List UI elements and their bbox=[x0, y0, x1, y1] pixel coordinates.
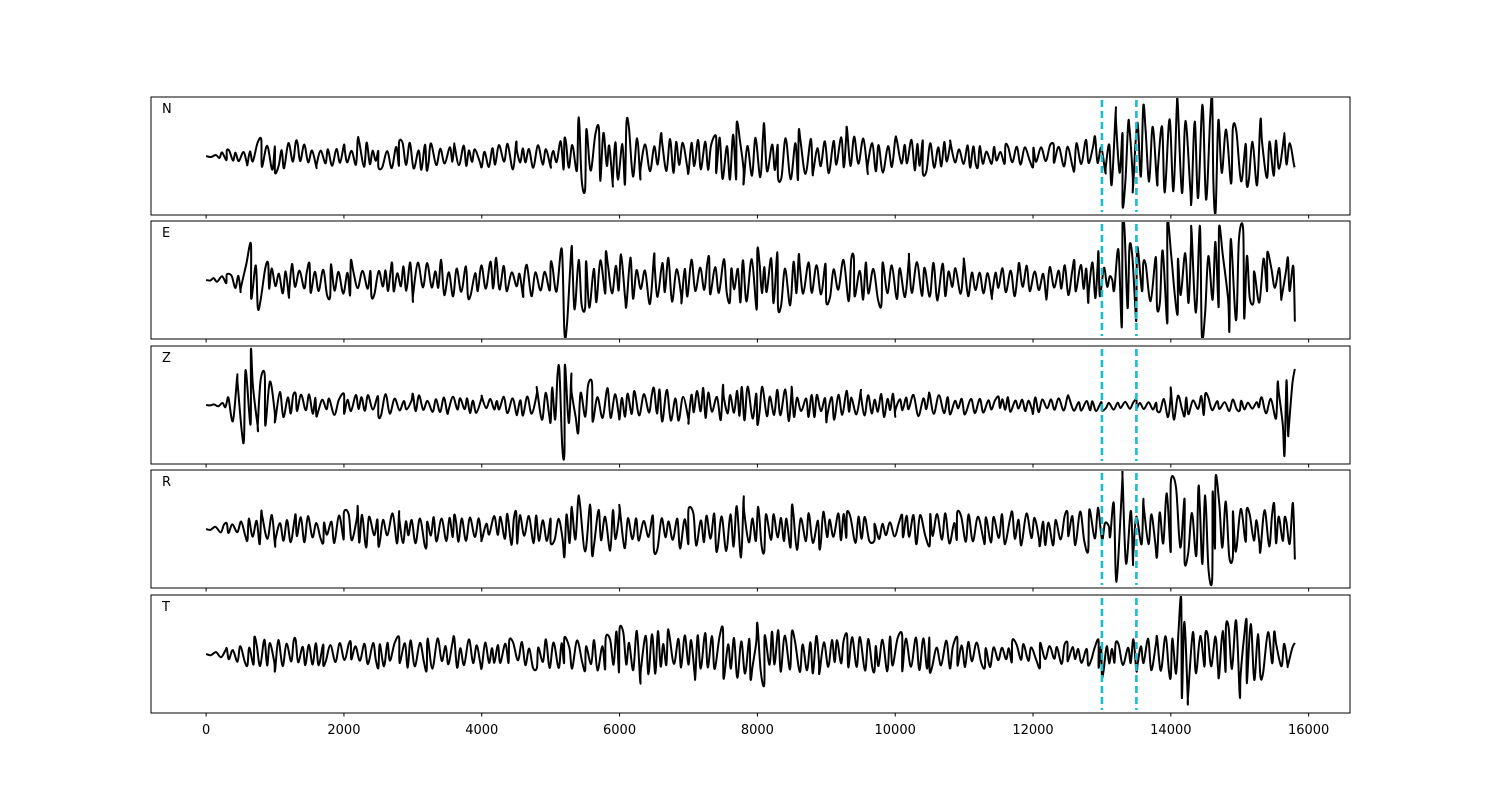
panel-z: Z bbox=[150, 345, 1351, 468]
panel-e: E bbox=[150, 220, 1351, 343]
panel-label: E bbox=[162, 226, 170, 241]
trace-line-n bbox=[205, 98, 1296, 214]
x-tick-label: 14000 bbox=[1150, 723, 1191, 738]
x-tick-label: 10000 bbox=[875, 723, 916, 738]
panel-frame bbox=[150, 96, 1351, 216]
panel-frame bbox=[150, 594, 1351, 714]
trace-line-z bbox=[206, 347, 1296, 461]
panel-frame bbox=[150, 469, 1351, 589]
trace-line-t bbox=[205, 596, 1296, 706]
panel-label: N bbox=[162, 102, 172, 117]
x-axis: 0 2000 4000 6000 8000 10000 12000 14000 16000 bbox=[202, 723, 1329, 738]
x-tick-label: 12000 bbox=[1012, 723, 1053, 738]
panel-label: R bbox=[162, 475, 171, 490]
trace-line-e bbox=[205, 222, 1296, 338]
x-tick-label: 0 bbox=[202, 723, 210, 738]
panel-r: R bbox=[150, 469, 1351, 592]
panel-n: N bbox=[150, 96, 1351, 219]
panel-frame bbox=[150, 345, 1351, 465]
panel-label: Z bbox=[162, 351, 171, 366]
x-tick-label: 4000 bbox=[465, 723, 498, 738]
x-tick-label: 2000 bbox=[327, 723, 360, 738]
x-tick-label: 8000 bbox=[741, 723, 774, 738]
panel-label: T bbox=[161, 600, 170, 615]
panel-t: T bbox=[150, 594, 1351, 717]
panel-frame bbox=[150, 220, 1351, 340]
panels-group: N E Z R T bbox=[150, 96, 1351, 717]
trace-line-r bbox=[205, 471, 1296, 587]
x-tick-label: 16000 bbox=[1288, 723, 1329, 738]
x-tick-label: 6000 bbox=[603, 723, 636, 738]
